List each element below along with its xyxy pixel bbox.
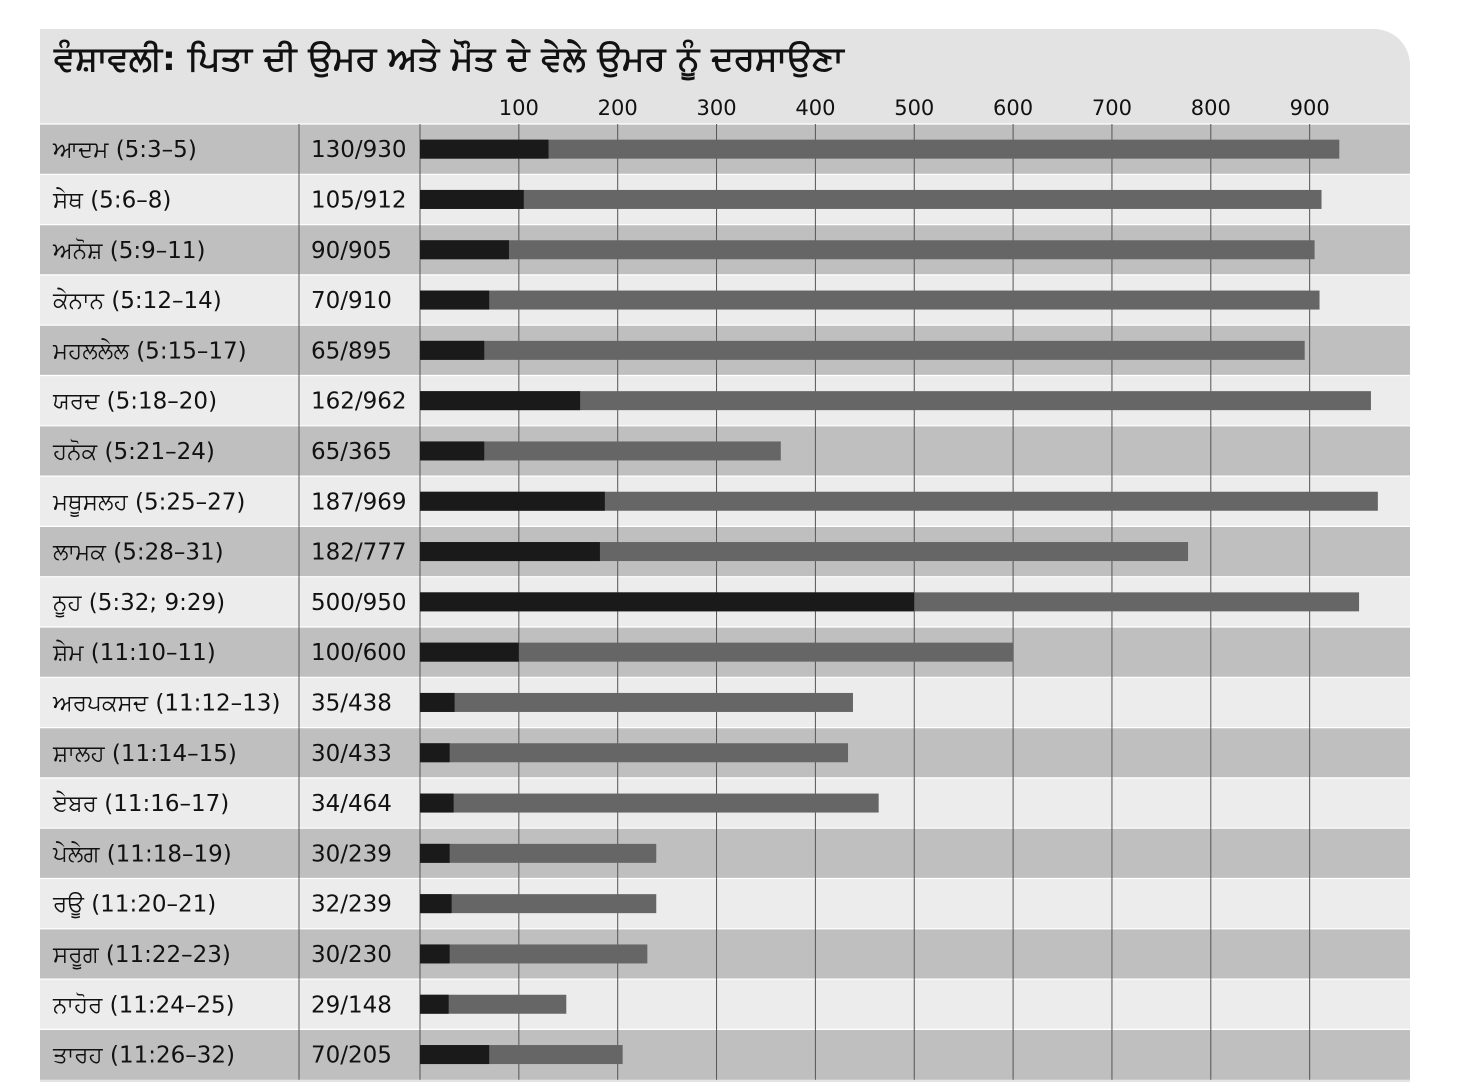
row-value-label: 65/365	[311, 439, 392, 465]
genealogy-bar-chart: 100 200 300 400 500 600 700 800 900 ਆਦਮ (5:3–5) 13…	[40, 96, 1410, 1080]
x-tick-label: 200	[598, 96, 638, 120]
row-name-label: ਕੇਨਾਨ (5:12–14)	[52, 287, 222, 314]
father-age-bar	[420, 441, 485, 461]
row-value-label: 30/433	[311, 741, 392, 767]
father-age-bar	[420, 692, 455, 712]
row-value-label: 35/438	[311, 690, 392, 716]
row-background	[40, 928, 1410, 980]
death-age-bar	[420, 894, 657, 914]
row-name-label: ਏਬਰ (11:16–17)	[52, 790, 229, 817]
row-name-label: ਅਨੋਸ਼ (5:9–11)	[52, 238, 206, 264]
father-age-bar	[420, 793, 454, 813]
father-age-bar	[420, 994, 449, 1014]
death-age-bar	[420, 642, 1014, 662]
death-age-bar	[420, 340, 1305, 360]
death-age-bar	[420, 994, 567, 1014]
father-age-bar	[420, 642, 519, 662]
row-name-label: ਪੇਲੇਗ (11:18–19)	[52, 840, 232, 867]
father-age-bar	[420, 894, 452, 914]
father-age-bar	[420, 843, 450, 863]
row-name-label: ਸ਼ੇਮ (11:10–11)	[52, 639, 216, 666]
death-age-bar	[420, 843, 657, 863]
x-tick-label: 100	[499, 96, 539, 120]
row-name-label: ਲਾਮਕ (5:28–31)	[52, 540, 224, 566]
x-tick-label: 500	[894, 96, 934, 120]
x-tick-label: 900	[1290, 96, 1330, 120]
father-age-bar	[420, 189, 524, 209]
death-age-bar	[420, 139, 1340, 159]
row-name-label: ਅਰਪਕਸਦ (11:12–13)	[52, 690, 280, 716]
father-age-bar	[420, 290, 490, 310]
father-age-bar	[420, 592, 915, 612]
father-age-bar	[420, 1045, 490, 1065]
row-name-label: ਮਹਲਲੇਲ (5:15–17)	[52, 337, 247, 364]
row-name-label: ਨਾਹੋਰ (11:24–25)	[52, 992, 235, 1018]
death-age-bar	[420, 391, 1371, 411]
father-age-bar	[420, 139, 549, 159]
row-name-label: ਯਰਦ (5:18–20)	[52, 389, 217, 415]
row-value-label: 70/205	[311, 1043, 392, 1069]
row-name-label: ਮਥੂਸਲਹ (5:25–27)	[52, 489, 245, 517]
row-name-label: ਤਾਰਹ (11:26–32)	[52, 1043, 235, 1069]
row-value-label: 105/912	[311, 187, 407, 213]
row-name-label: ਨੂਹ (5:32; 9:29)	[52, 590, 225, 618]
death-age-bar	[420, 441, 781, 461]
row-name-label: ਰਊ (11:20–21)	[52, 892, 216, 919]
row-background	[40, 828, 1410, 879]
row-value-label: 130/930	[311, 137, 407, 163]
father-age-bar	[420, 240, 509, 260]
father-age-bar	[420, 944, 450, 964]
row-value-label: 34/464	[311, 791, 392, 817]
row-value-label: 187/969	[311, 489, 407, 515]
father-age-bar	[420, 542, 600, 562]
row-value-label: 500/950	[311, 590, 407, 616]
row-name-label: ਸੇਥ (5:6–8)	[52, 186, 171, 213]
death-age-bar	[420, 240, 1315, 260]
x-tick-label: 800	[1191, 96, 1231, 120]
x-tick-label: 600	[993, 96, 1033, 120]
row-value-label: 70/910	[311, 288, 392, 314]
row-background	[40, 878, 1410, 929]
row-value-label: 29/148	[311, 992, 392, 1018]
father-age-bar	[420, 743, 450, 763]
row-value-label: 30/239	[311, 841, 392, 867]
father-age-bar	[420, 491, 605, 511]
row-name-label: ਸ਼ਾਲਹ (11:14–15)	[52, 741, 237, 767]
row-value-label: 100/600	[311, 640, 407, 666]
row-value-label: 182/777	[311, 540, 407, 566]
chart-title: ਵੰਸ਼ਾਵਲੀ: ਪਿਤਾ ਦੀ ਉਮਰ ਅਤੇ ਮੌਤ ਦੇ ਵੇਲੇ ਉਮ…	[54, 39, 844, 79]
death-age-bar	[420, 189, 1322, 209]
row-name-label: ਹਨੋਕ (5:21–24)	[52, 439, 215, 465]
row-name-label: ਆਦਮ (5:3–5)	[52, 137, 197, 163]
death-age-bar	[420, 793, 879, 813]
death-age-bar	[420, 542, 1189, 562]
father-age-bar	[420, 391, 581, 411]
row-value-label: 162/962	[311, 389, 407, 415]
death-age-bar	[420, 944, 648, 964]
x-tick-label: 400	[795, 96, 835, 120]
x-tick-label: 700	[1092, 96, 1132, 120]
genealogy-chart-panel: ਵੰਸ਼ਾਵਲੀ: ਪਿਤਾ ਦੀ ਉਮਰ ਅਤੇ ਮੌਤ ਦੇ ਵੇਲੇ ਉਮ…	[40, 29, 1410, 1082]
death-age-bar	[420, 290, 1320, 310]
row-value-label: 30/230	[311, 942, 392, 968]
row-background	[40, 979, 1410, 1030]
row-value-label: 32/239	[311, 892, 392, 918]
row-name-label: ਸਰੂਗ (11:22–23)	[52, 942, 231, 970]
row-value-label: 65/895	[311, 338, 392, 364]
death-age-bar	[420, 743, 849, 763]
row-value-label: 90/905	[311, 238, 392, 264]
father-age-bar	[420, 340, 485, 360]
death-age-bar	[420, 491, 1378, 511]
x-tick-label: 300	[697, 96, 737, 120]
row-background	[40, 1029, 1410, 1080]
death-age-bar	[420, 692, 853, 712]
